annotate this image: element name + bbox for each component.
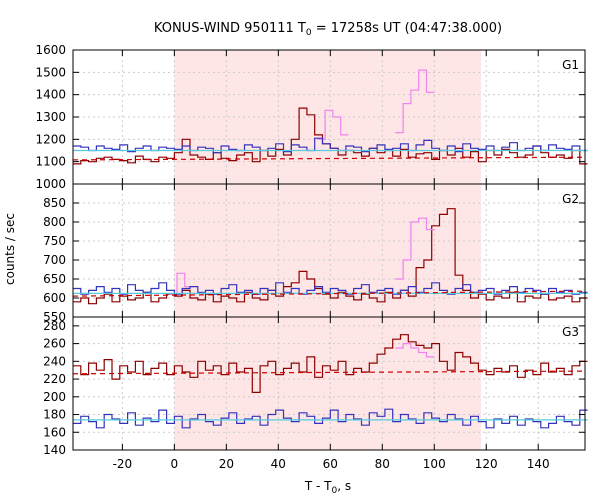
x-tick-label: 20 [219,457,234,471]
background-fit-line [72,156,586,161]
panels: 1000110012001300140015001600G15506006507… [35,43,588,471]
y-tick-label: 850 [43,196,66,210]
y-tick-label: 180 [43,408,66,422]
shaded-interval [174,317,482,450]
y-tick-label: 280 [43,319,66,333]
x-tick-label: -20 [113,457,133,471]
y-tick-label: 1600 [35,43,66,57]
series-line-1 [317,109,349,140]
chart-title-subscript: 0 [306,28,312,38]
y-tick-label: 260 [43,337,66,351]
y-tick-label: 1200 [35,132,66,146]
y-tick-label: 1000 [35,177,66,191]
y-tick-label: 200 [43,390,66,404]
y-tick-label: 1400 [35,88,66,102]
y-tick-label: 700 [43,253,66,267]
x-tick-label: 80 [375,457,390,471]
series-line-1 [395,343,435,358]
panel-label: G3 [562,325,579,339]
panel-g1: 1000 1100 1200 1300 1400 1500 1600 G1 [35,43,588,191]
chart-title-main: KONUS-WIND 950111 T [154,21,306,36]
y-tick-label: 600 [43,291,66,305]
panel-g2: 550 600 650 700 750 800 850 G2 [43,183,588,324]
x-tick-label: 100 [423,457,446,471]
y-tick-label: 1100 [35,155,66,169]
shaded-interval [174,50,482,184]
series-line-0 [73,208,588,305]
chart-title: KONUS-WIND 950111 T0 = 17258s UT (04:47:… [154,21,502,38]
x-axis-label: T - T0, s [304,479,351,496]
series-line-0 [73,334,588,393]
y-tick-label: 1500 [35,65,66,79]
series-line-2 [395,69,435,134]
y-tick-label: 240 [43,354,66,368]
background-fit-line [72,370,586,375]
panel-g3: 140 160 180 200 220 240 260 280 G3 -20 0 20 40 60 80 10… [43,316,588,471]
y-tick-label: 1300 [35,110,66,124]
y-tick-label: 550 [43,310,66,324]
panel-label: G2 [562,192,579,206]
x-tick-label: 140 [527,457,550,471]
x-tick-label: 0 [171,457,179,471]
x-axis-label-main: T - T [304,479,332,493]
y-tick-label: 140 [43,443,66,457]
panel-frame [72,316,586,451]
x-axis-label-subscript: 0 [332,486,338,496]
panel-label: G1 [562,58,579,72]
y-tick-label: 750 [43,234,66,248]
y-axis-label: counts / sec [3,213,17,285]
shaded-interval [174,184,482,317]
x-tick-label: 40 [271,457,286,471]
x-axis-label-rest: , s [337,479,351,493]
y-tick-label: 160 [43,425,66,439]
y-tick-label: 800 [43,215,66,229]
x-tick-label: 120 [475,457,498,471]
y-tick-label: 220 [43,372,66,386]
chart-title-rest: = 17258s UT (04:47:38.000) [312,21,502,36]
series-line-2 [395,217,435,280]
x-tick-label: 60 [323,457,338,471]
background-fit-line [72,290,586,297]
y-tick-label: 650 [43,272,66,286]
